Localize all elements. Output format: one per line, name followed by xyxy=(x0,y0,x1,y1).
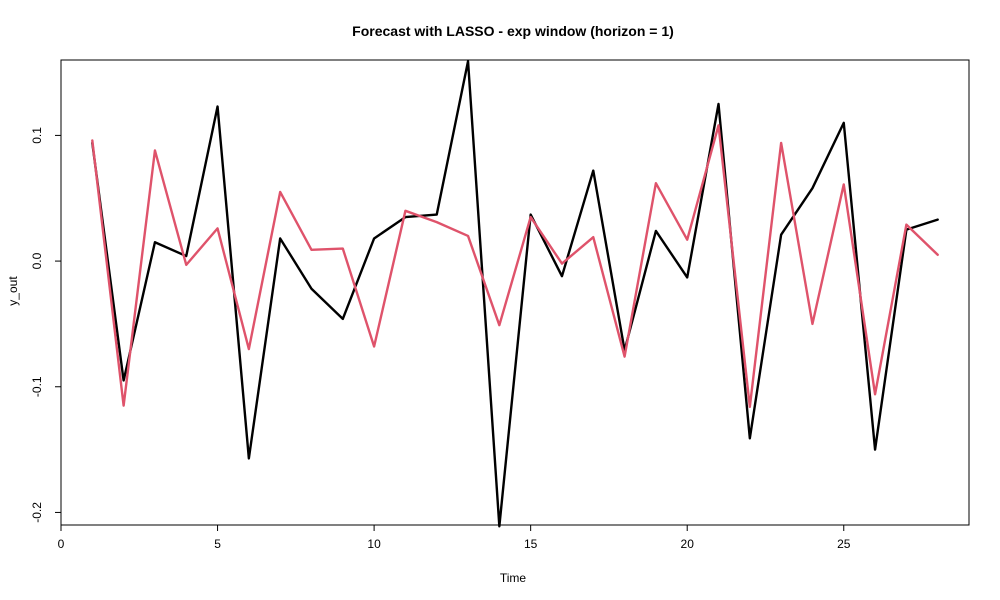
series-line-2 xyxy=(91,124,939,409)
x-tick-label: 15 xyxy=(524,537,538,551)
y-tick-label: -0.2 xyxy=(30,502,44,523)
x-tick-label: 20 xyxy=(681,537,695,551)
y-tick-label: -0.1 xyxy=(30,376,44,397)
series-layer xyxy=(91,60,939,528)
x-axis-label: Time xyxy=(500,571,527,585)
y-tick-label: 0.0 xyxy=(30,252,44,269)
x-tick-label: 5 xyxy=(214,537,221,551)
x-tick-label: 25 xyxy=(837,537,851,551)
y-axis: -0.2 -0.1 0.0 0.1 xyxy=(30,127,62,523)
x-tick-label: 0 xyxy=(58,537,65,551)
series-line-1 xyxy=(91,60,939,528)
plot-area-box xyxy=(60,59,970,526)
x-tick-label: 10 xyxy=(367,537,381,551)
chart-title: Forecast with LASSO - exp window (horizo… xyxy=(352,23,674,39)
y-axis-label: y_out xyxy=(6,276,20,306)
y-tick-label: 0.1 xyxy=(30,127,44,144)
x-axis: 0 5 10 15 20 25 xyxy=(58,524,851,551)
